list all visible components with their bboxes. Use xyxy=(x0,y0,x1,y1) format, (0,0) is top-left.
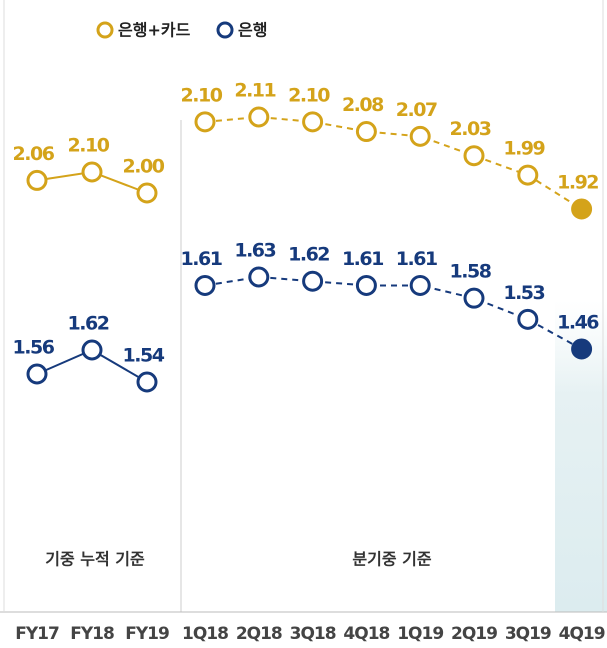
data-label: 1.46 xyxy=(557,312,599,334)
x-tick-label: 1Q18 xyxy=(182,624,228,644)
data-label: 2.07 xyxy=(396,99,437,121)
x-tick-label: 3Q18 xyxy=(290,624,336,644)
data-label: 1.58 xyxy=(450,261,492,283)
point xyxy=(81,339,103,361)
x-tick-label: 4Q19 xyxy=(559,624,605,644)
x-tick-label: FY19 xyxy=(125,624,169,644)
data-label: 2.11 xyxy=(234,80,275,102)
point xyxy=(409,125,431,147)
data-label: 1.56 xyxy=(13,337,55,359)
x-tick-label: 3Q19 xyxy=(505,624,551,644)
data-label: 1.92 xyxy=(557,172,598,194)
x-tick-label: 4Q18 xyxy=(343,624,389,644)
data-label: 2.00 xyxy=(123,156,165,178)
legend-label: 은행 xyxy=(238,21,267,40)
point xyxy=(248,266,270,288)
panel-label: 분기중 기준 xyxy=(352,550,431,569)
data-label: 1.61 xyxy=(181,248,222,270)
x-tick-label: FY17 xyxy=(15,624,59,644)
point xyxy=(571,198,593,220)
point xyxy=(463,287,485,309)
point xyxy=(81,161,103,183)
x-tick-label: FY18 xyxy=(70,624,114,644)
data-label: 2.10 xyxy=(181,84,223,106)
point xyxy=(248,106,270,128)
point xyxy=(355,274,377,296)
x-tick-label: 2Q19 xyxy=(451,624,497,644)
data-label: 1.61 xyxy=(396,248,437,270)
data-label: 1.62 xyxy=(68,313,109,335)
point xyxy=(136,371,158,393)
point xyxy=(302,270,324,292)
point xyxy=(194,111,216,133)
x-tick-label: 2Q18 xyxy=(236,624,282,644)
point xyxy=(463,145,485,167)
data-label: 2.03 xyxy=(450,118,491,140)
data-label: 1.62 xyxy=(288,244,329,266)
point xyxy=(194,274,216,296)
point xyxy=(355,121,377,143)
legend-marker xyxy=(216,21,234,39)
data-label: 1.61 xyxy=(342,248,383,270)
point xyxy=(517,164,539,186)
legend-marker xyxy=(96,21,114,39)
data-label: 1.63 xyxy=(234,240,275,262)
point xyxy=(136,182,158,204)
point xyxy=(26,169,48,191)
data-label: 2.06 xyxy=(13,143,55,165)
data-label: 1.99 xyxy=(503,138,544,160)
panel-label: 기중 누적 기준 xyxy=(45,550,145,569)
data-label: 1.53 xyxy=(503,282,544,304)
data-label: 1.54 xyxy=(123,345,165,367)
point xyxy=(26,363,48,385)
data-label: 2.10 xyxy=(288,84,330,106)
data-label: 2.10 xyxy=(68,135,110,157)
point xyxy=(571,338,593,360)
point xyxy=(409,274,431,296)
data-label: 2.08 xyxy=(342,94,384,116)
legend-label: 은행+카드 xyxy=(118,21,191,40)
point xyxy=(517,308,539,330)
x-tick-label: 1Q19 xyxy=(397,624,443,644)
point xyxy=(302,111,324,133)
